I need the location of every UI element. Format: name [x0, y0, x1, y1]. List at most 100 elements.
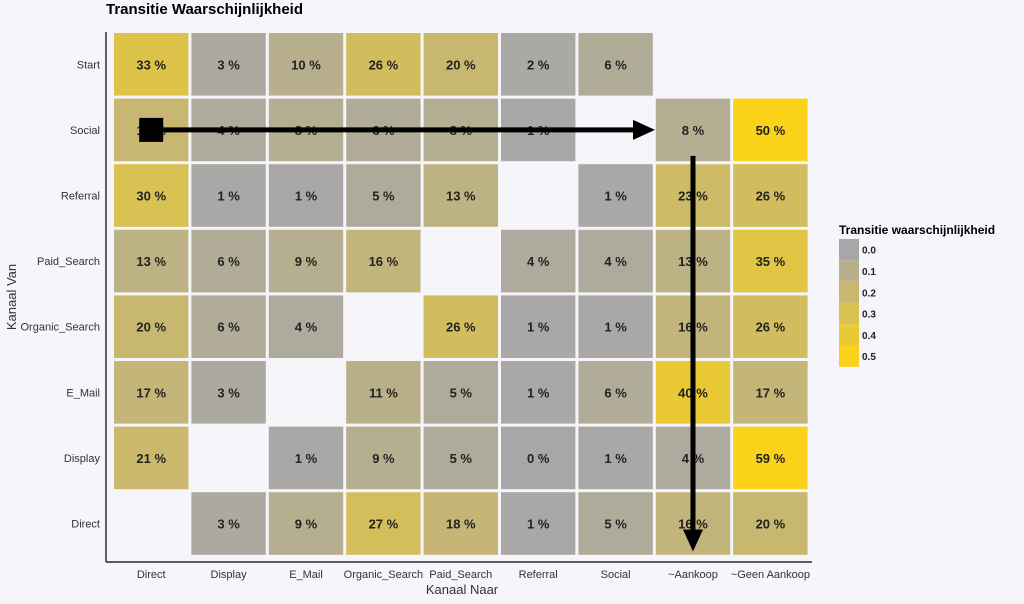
heatmap-cell: [191, 164, 266, 227]
heatmap-cell: [578, 492, 653, 555]
heatmap-cell: [733, 295, 808, 358]
cell-label: 5 %: [450, 451, 473, 466]
y-tick-labels: Start Social Referral Paid_Search Organic_Se…: [21, 59, 101, 530]
heatmap-cell: [346, 229, 421, 293]
cell-label: 21 %: [136, 451, 166, 466]
cell-label: 9 %: [372, 451, 395, 466]
heatmap-cell: [423, 492, 498, 555]
cell-label: 1 %: [604, 189, 627, 204]
cell-label: 59 %: [756, 451, 786, 466]
heatmap-cell: [268, 33, 344, 96]
cell-label: 1 %: [604, 320, 627, 335]
heatmap-cell: [578, 361, 653, 424]
heatmap-cell: [191, 33, 266, 96]
heatmap-cell: [268, 295, 344, 358]
cell-label: 17 %: [756, 385, 786, 400]
cell-label: 26 %: [369, 57, 399, 72]
arrow-head: [683, 529, 703, 552]
legend-label: 0.4: [862, 331, 876, 342]
legend-label: 0.1: [862, 267, 876, 278]
heatmap-cell: [114, 426, 189, 490]
heatmap-cell: [268, 492, 344, 555]
cell-label: 5 %: [372, 189, 395, 204]
cell-label: 9 %: [295, 254, 318, 269]
x-tick-label: Display: [211, 569, 248, 581]
cell-label: 2 %: [527, 57, 550, 72]
legend-swatch: [839, 281, 859, 303]
cell-label: 16 %: [369, 254, 399, 269]
x-tick-label: ~Aankoop: [668, 569, 718, 581]
heatmap-cell: [191, 361, 266, 424]
heatmap-cells: 33 %3 %10 %26 %20 %2 %6 %19 %4 %8 %6 %8 …: [114, 33, 808, 555]
legend-label: 0.2: [862, 288, 876, 299]
cell-label: 33 %: [136, 57, 166, 72]
x-tick-label: Paid_Search: [429, 569, 492, 581]
heatmap-cell: [733, 229, 808, 293]
heatmap-cell: [268, 426, 344, 490]
heatmap-cell: [501, 229, 576, 293]
x-tick-labels: Direct Display E_Mail Organic_Search Paid_Se…: [137, 569, 810, 581]
heatmap-cell: [423, 295, 498, 358]
cell-label: 3 %: [217, 385, 240, 400]
x-axis-title: Kanaal Naar: [426, 582, 499, 597]
x-tick-label: ~Geen Aankoop: [731, 569, 810, 581]
cell-label: 4 %: [295, 320, 318, 335]
x-tick-label: Social: [601, 569, 631, 581]
x-tick-label: E_Mail: [289, 569, 323, 581]
legend-swatch: [839, 239, 859, 261]
cell-label: 35 %: [756, 254, 786, 269]
heatmap-cell: [268, 164, 344, 227]
heatmap-cell: [501, 33, 576, 96]
heatmap-cell: [114, 33, 189, 96]
y-tick-label: Start: [77, 59, 100, 71]
cell-label: 0 %: [527, 451, 550, 466]
heatmap-cell: [114, 295, 189, 358]
heatmap-cell: [268, 229, 344, 293]
heatmap-cell: [423, 33, 498, 96]
cell-label: 9 %: [295, 517, 318, 532]
cell-label: 30 %: [136, 189, 166, 204]
heatmap-cell: [423, 164, 498, 227]
cell-label: 6 %: [604, 57, 627, 72]
cell-label: 1 %: [604, 451, 627, 466]
y-tick-label: Referral: [61, 191, 100, 203]
y-tick-label: Direct: [71, 519, 100, 531]
cell-label: 1 %: [295, 451, 318, 466]
legend-swatch: [839, 324, 859, 346]
heatmap-cell: [501, 426, 576, 490]
cell-label: 8 %: [682, 123, 705, 138]
heatmap-cell: [346, 164, 421, 227]
cell-label: 17 %: [136, 385, 166, 400]
heatmap-cell: [733, 361, 808, 424]
heatmap-cell: [423, 361, 498, 424]
chart-title: Transitie Waarschijnlijkheid: [106, 1, 303, 18]
annotation-arrows: [139, 117, 703, 552]
heatmap-cell: [733, 98, 808, 162]
heatmap-cell: [578, 295, 653, 358]
y-tick-label: E_Mail: [66, 387, 100, 399]
legend-label: 0.3: [862, 310, 876, 321]
cell-label: 13 %: [136, 254, 166, 269]
cell-label: 20 %: [136, 320, 166, 335]
cell-label: 4 %: [604, 254, 627, 269]
cell-label: 1 %: [527, 320, 550, 335]
cell-label: 26 %: [446, 320, 476, 335]
heatmap-cell: [578, 229, 653, 293]
cell-label: 3 %: [217, 57, 240, 72]
heatmap-cell: [578, 426, 653, 490]
heatmap-cell: [578, 164, 653, 227]
cell-label: 26 %: [756, 320, 786, 335]
cell-label: 1 %: [217, 189, 240, 204]
cell-label: 10 %: [291, 57, 321, 72]
cell-label: 20 %: [446, 57, 476, 72]
cell-label: 18 %: [446, 517, 476, 532]
cell-label: 27 %: [369, 517, 399, 532]
x-tick-label: Direct: [137, 569, 166, 581]
legend-label: 0.5: [862, 352, 876, 363]
y-tick-label: Organic_Search: [21, 322, 101, 334]
cell-label: 4 %: [527, 254, 550, 269]
heatmap-cell: [733, 164, 808, 227]
cell-label: 13 %: [446, 189, 476, 204]
cell-label: 20 %: [756, 517, 786, 532]
cell-label: 50 %: [756, 123, 786, 138]
